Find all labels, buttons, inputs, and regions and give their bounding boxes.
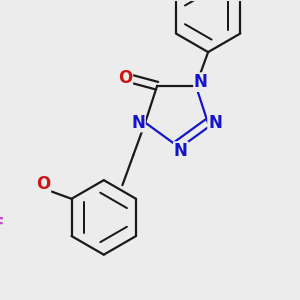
Text: F: F [0,215,4,233]
Text: N: N [131,114,145,132]
Text: O: O [36,175,50,193]
Text: N: N [174,142,188,160]
Text: O: O [118,69,132,87]
Text: N: N [194,73,208,91]
Text: N: N [208,114,222,132]
